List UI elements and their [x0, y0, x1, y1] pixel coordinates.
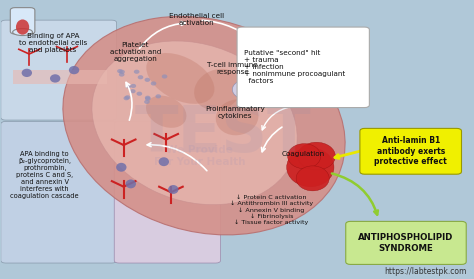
Ellipse shape — [145, 96, 151, 100]
Ellipse shape — [92, 41, 297, 205]
Ellipse shape — [298, 142, 335, 170]
Text: Anti-lamin B1
antibody exerts
protective effect: Anti-lamin B1 antibody exerts protective… — [374, 136, 447, 166]
Text: APA binding to
β₂-glycoprotein,
prothrombin,
proteins C and S,
and annexin V
int: APA binding to β₂-glycoprotein, prothrom… — [10, 151, 79, 199]
Ellipse shape — [145, 97, 151, 101]
Ellipse shape — [137, 92, 142, 96]
Ellipse shape — [145, 78, 150, 82]
Ellipse shape — [159, 157, 169, 166]
Ellipse shape — [288, 144, 321, 169]
Ellipse shape — [130, 84, 136, 88]
Ellipse shape — [50, 74, 60, 83]
Ellipse shape — [239, 85, 254, 94]
FancyBboxPatch shape — [237, 27, 369, 108]
Ellipse shape — [232, 80, 261, 99]
FancyBboxPatch shape — [360, 128, 462, 174]
Ellipse shape — [16, 20, 29, 35]
Ellipse shape — [144, 100, 150, 104]
Ellipse shape — [125, 95, 130, 99]
Ellipse shape — [126, 84, 131, 88]
Ellipse shape — [126, 179, 136, 188]
Ellipse shape — [296, 166, 329, 191]
Text: ANTIPHOSPHOLIPID
SYNDROME: ANTIPHOSPHOLIPID SYNDROME — [358, 233, 454, 252]
Ellipse shape — [216, 99, 258, 135]
Ellipse shape — [116, 163, 127, 172]
Ellipse shape — [69, 66, 79, 74]
Ellipse shape — [124, 96, 129, 100]
Text: Coagulation: Coagulation — [282, 151, 325, 157]
Text: TEST: TEST — [135, 103, 311, 165]
Text: Endothelial cell
activation: Endothelial cell activation — [169, 13, 225, 26]
Text: ↓ Protein C activation
↓ Antithrombin III activity
↓ Annexin V binding
↓ Fibrino: ↓ Protein C activation ↓ Antithrombin II… — [230, 195, 313, 225]
Text: We Provide
For Your Health: We Provide For Your Health — [154, 145, 245, 167]
Text: T-cell immune
response: T-cell immune response — [207, 62, 258, 75]
Ellipse shape — [134, 70, 139, 74]
FancyBboxPatch shape — [346, 222, 466, 264]
Ellipse shape — [130, 89, 136, 93]
Ellipse shape — [151, 81, 156, 86]
FancyBboxPatch shape — [114, 121, 220, 263]
FancyBboxPatch shape — [1, 20, 117, 120]
Ellipse shape — [63, 16, 345, 235]
Ellipse shape — [137, 75, 143, 79]
FancyBboxPatch shape — [1, 121, 117, 263]
Text: Platelet
activation and
aggregation: Platelet activation and aggregation — [110, 42, 161, 62]
Ellipse shape — [13, 28, 33, 35]
Text: Proinflammatory
cytokines: Proinflammatory cytokines — [205, 106, 264, 119]
Ellipse shape — [146, 96, 186, 128]
Ellipse shape — [117, 69, 123, 73]
Ellipse shape — [162, 74, 167, 79]
FancyBboxPatch shape — [13, 70, 107, 84]
Ellipse shape — [168, 185, 179, 194]
Ellipse shape — [194, 69, 242, 110]
Text: https://labtestpk.com: https://labtestpk.com — [384, 266, 466, 276]
Text: Binding of APA
to endothelial cells
and platelets: Binding of APA to endothelial cells and … — [18, 33, 87, 53]
Ellipse shape — [146, 53, 214, 104]
Ellipse shape — [119, 73, 125, 77]
FancyBboxPatch shape — [10, 8, 35, 34]
Ellipse shape — [287, 148, 334, 187]
Ellipse shape — [22, 69, 32, 77]
Text: Putative "second" hit
+ trauma
+ infection
+ nonimmune procoagulant
  factors: Putative "second" hit + trauma + infecti… — [244, 50, 346, 84]
Ellipse shape — [119, 70, 125, 74]
Ellipse shape — [155, 94, 161, 98]
